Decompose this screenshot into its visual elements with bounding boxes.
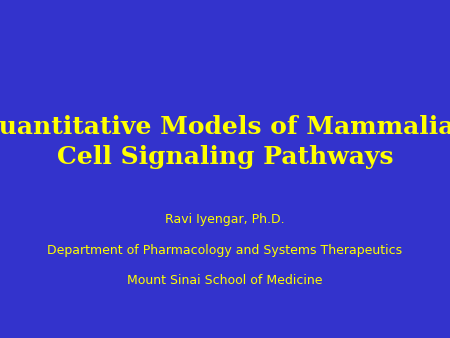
- Text: Ravi Iyengar, Ph.D.: Ravi Iyengar, Ph.D.: [165, 213, 285, 226]
- Text: Mount Sinai School of Medicine: Mount Sinai School of Medicine: [127, 274, 323, 287]
- Text: Department of Pharmacology and Systems Therapeutics: Department of Pharmacology and Systems T…: [47, 244, 403, 257]
- Text: Quantitative Models of Mammalian
Cell Signaling Pathways: Quantitative Models of Mammalian Cell Si…: [0, 115, 450, 169]
